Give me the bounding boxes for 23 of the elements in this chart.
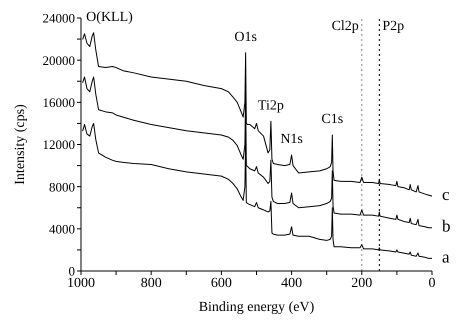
y-tick-label: 20000: [42, 52, 75, 68]
annotation: Ti2p: [258, 98, 284, 114]
x-tick-label: 0: [428, 276, 436, 291]
x-tick-label: 800: [140, 276, 162, 291]
x-tick-label: 200: [351, 276, 372, 291]
y-tick-label: 16000: [42, 94, 75, 110]
series-label: b: [442, 216, 450, 236]
series-label: a: [442, 247, 450, 266]
annotation: O(KLL): [86, 10, 134, 25]
x-tick-label: 600: [210, 276, 232, 291]
y-tick-label: 4000: [49, 221, 75, 236]
x-tick-label: 400: [281, 276, 302, 291]
series-label: c: [442, 185, 450, 204]
ref-line-label: Cl2p: [332, 19, 359, 34]
y-tick-label: 12000: [42, 137, 75, 152]
annotation: N1s: [280, 132, 303, 148]
annotation: O1s: [234, 30, 257, 45]
x-axis-title: Binding energy (eV): [198, 300, 315, 315]
y-tick-label: 24000: [42, 10, 75, 26]
annotation: C1s: [321, 112, 344, 128]
y-tick-label: 8000: [49, 179, 75, 194]
y-axis-title: Intensity (cps): [12, 104, 28, 185]
ref-line-label: P2p: [382, 19, 404, 34]
